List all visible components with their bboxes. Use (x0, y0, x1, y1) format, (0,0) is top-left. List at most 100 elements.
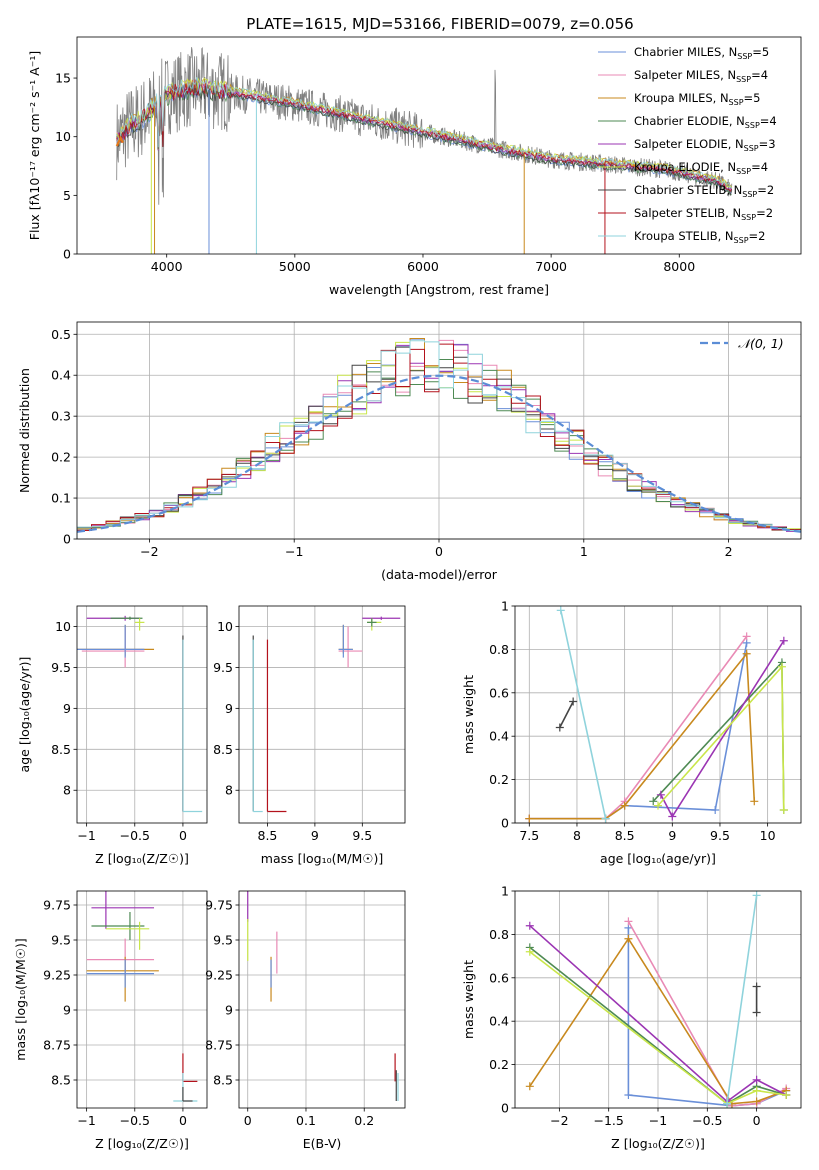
y-axis-label: age [log₁₀(age/yr)] (17, 657, 32, 773)
weight-line (529, 642, 748, 820)
y-axis-label: Flux [fλ10⁻¹⁷ erg cm⁻² s⁻¹ A⁻¹] (27, 51, 42, 240)
x-tick-label: 0.2 (354, 1113, 374, 1128)
x-tick-label: 8.5 (258, 828, 278, 843)
x-tick-label: 6000 (407, 259, 439, 274)
x-tick-label: 5000 (279, 259, 311, 274)
x-tick-label: −0.5 (120, 1113, 150, 1128)
y-tick-label: 8.5 (213, 742, 233, 757)
weight-marker (777, 662, 786, 671)
x-tick-label: 7.5 (519, 828, 539, 843)
weight-line (560, 610, 607, 819)
axes-frame (514, 605, 802, 824)
y-tick-label: 9 (225, 701, 233, 716)
weight-marker (752, 982, 761, 991)
grid (239, 606, 405, 823)
legend-label: Kroupa STELIB, NSSP=2 (634, 229, 765, 245)
axes-frame (76, 605, 208, 824)
y-tick-label: 9.25 (205, 968, 233, 983)
y-axis-label: mass weight (461, 675, 476, 754)
legend-label: Chabrier STELIB, NSSP=2 (634, 183, 774, 199)
legend-label: Kroupa ELODIE, NSSP=4 (634, 160, 768, 176)
x-tick-label: 8 (573, 828, 581, 843)
weight-line (726, 895, 758, 1104)
plot-area (115, 47, 733, 254)
y-axis-label: mass weight (461, 960, 476, 1039)
y-tick-label: 10 (55, 619, 71, 634)
weight-line (559, 701, 574, 728)
legend-label: 𝒩(0, 1) (738, 336, 784, 351)
weight-marker (779, 805, 788, 814)
grid (77, 606, 207, 823)
x-axis-label: Z [log₁₀(Z/Z☉)] (611, 1136, 705, 1151)
weight-marker (624, 934, 633, 943)
x-tick-label: −0.5 (120, 828, 150, 843)
y-tick-label: 0.2 (489, 772, 509, 787)
weight-marker (525, 947, 534, 956)
axes-frame (76, 36, 802, 255)
model-spectrum (116, 79, 733, 191)
grid (77, 891, 207, 1108)
y-tick-label: 8 (63, 783, 71, 798)
x-tick-label: −1 (649, 1113, 667, 1128)
y-tick-label: 0.8 (489, 642, 509, 657)
x-tick-label: −1 (285, 544, 303, 559)
x-axis-label: Z [log₁₀(Z/Z☉)] (95, 851, 189, 866)
y-tick-label: 9.5 (213, 660, 233, 675)
x-axis-label: wavelength [Angstrom, rest frame] (329, 282, 549, 297)
y-tick-label: 9.75 (205, 898, 233, 913)
grid (515, 890, 801, 1109)
x-tick-label: 0 (179, 828, 187, 843)
edge-segment (632, 164, 639, 170)
plot-area (86, 891, 198, 1102)
y-tick-label: 9.5 (51, 660, 71, 675)
weight-marker (752, 1008, 761, 1017)
y-tick-label: 8.75 (205, 1038, 233, 1053)
y-tick-label: 1 (501, 884, 509, 899)
y-tick-label: 0 (63, 247, 71, 262)
weight-marker (742, 649, 751, 658)
plot-area (77, 615, 203, 813)
weight-marker (525, 814, 534, 823)
x-tick-label: 8.5 (615, 828, 635, 843)
plot-area (247, 891, 399, 1101)
weight-marker (752, 891, 761, 900)
weight-marker (752, 1075, 761, 1084)
weight-line (529, 951, 787, 1105)
panel-1: −2 −1 0 1 2 0 0.1 0.2 0.3 0.4 0.5 (data-model)/erro… (17, 321, 802, 582)
x-tick-label: −1.5 (594, 1113, 624, 1128)
panel-5: −1 −0.5 0 8.5 8.75 9 9.25 9.5 9.75 Z [log₁₀(Z/Z☉)… (13, 890, 208, 1151)
legend-label: Kroupa MILES, NSSP=5 (634, 91, 760, 107)
y-tick-label: 0.6 (489, 970, 509, 985)
weight-marker (668, 812, 677, 821)
y-tick-label: 9 (225, 1003, 233, 1018)
weight-line (529, 946, 787, 1105)
plot-area (252, 616, 401, 813)
y-tick-label: 10 (217, 619, 233, 634)
weight-marker (569, 697, 578, 706)
y-tick-label: 0.2 (489, 1057, 509, 1072)
weight-marker (620, 801, 629, 810)
x-tick-label: 0 (435, 544, 443, 559)
x-tick-label: 7000 (535, 259, 567, 274)
x-tick-label: 4000 (151, 259, 183, 274)
y-tick-label: 0 (63, 532, 71, 547)
x-tick-label: −0.5 (692, 1113, 722, 1128)
legend: 𝒩(0, 1) (700, 336, 784, 351)
y-tick-label: 8.75 (43, 1038, 71, 1053)
x-tick-label: −2 (550, 1113, 568, 1128)
axes-frame (238, 890, 406, 1109)
y-tick-label: 0.6 (489, 685, 509, 700)
x-tick-label: 0 (753, 1113, 761, 1128)
weight-line (529, 925, 787, 1103)
axes-frame (238, 605, 406, 824)
x-tick-label: 9 (668, 828, 676, 843)
weight-marker (601, 814, 610, 823)
x-axis-label: age [log₁₀(age/yr)] (600, 851, 716, 866)
y-tick-label: 9 (63, 701, 71, 716)
x-axis-label: mass [log₁₀(M/M☉)] (261, 851, 383, 866)
legend-label: Salpeter ELODIE, NSSP=3 (634, 137, 776, 153)
x-tick-label: 9 (311, 828, 319, 843)
weight-marker (752, 1097, 761, 1106)
y-tick-label: 15 (55, 71, 71, 86)
